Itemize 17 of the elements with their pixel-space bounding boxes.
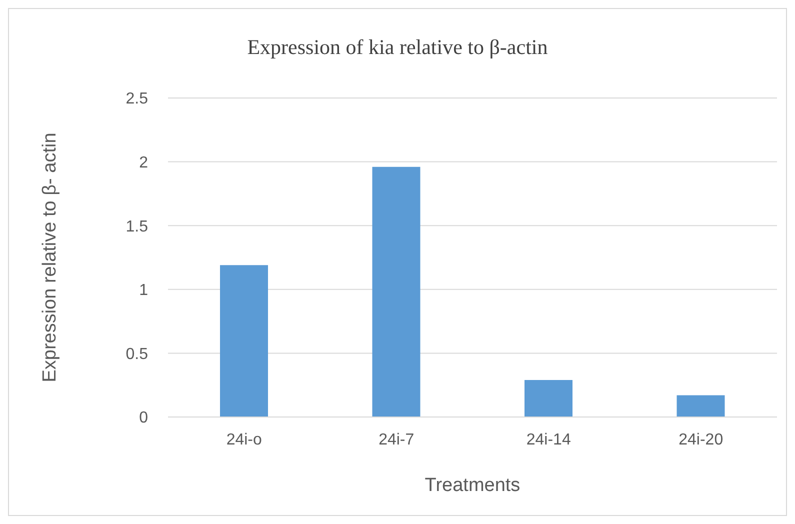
bar xyxy=(372,166,420,417)
x-tick-label: 24i-7 xyxy=(378,431,414,448)
bar xyxy=(676,395,725,417)
x-axis-title: Treatments xyxy=(424,475,520,496)
y-axis-title: Expression relative to β- actin xyxy=(40,132,61,382)
y-tick-label: 0.5 xyxy=(126,346,148,363)
bar xyxy=(220,265,268,417)
y-tick-label: 2.5 xyxy=(126,90,148,108)
chart-title: Expression of kia relative to β-actin xyxy=(246,35,549,60)
x-tick-label: 24i-o xyxy=(226,431,262,448)
y-tick-label: 1 xyxy=(139,282,148,300)
y-tick-label: 2 xyxy=(139,154,148,172)
bar xyxy=(524,380,572,417)
y-tick-label: 0 xyxy=(139,410,148,427)
x-tick-label: 24i-14 xyxy=(526,431,571,448)
x-tick-label: 24i-20 xyxy=(678,431,724,448)
y-tick-label: 1.5 xyxy=(126,218,148,236)
